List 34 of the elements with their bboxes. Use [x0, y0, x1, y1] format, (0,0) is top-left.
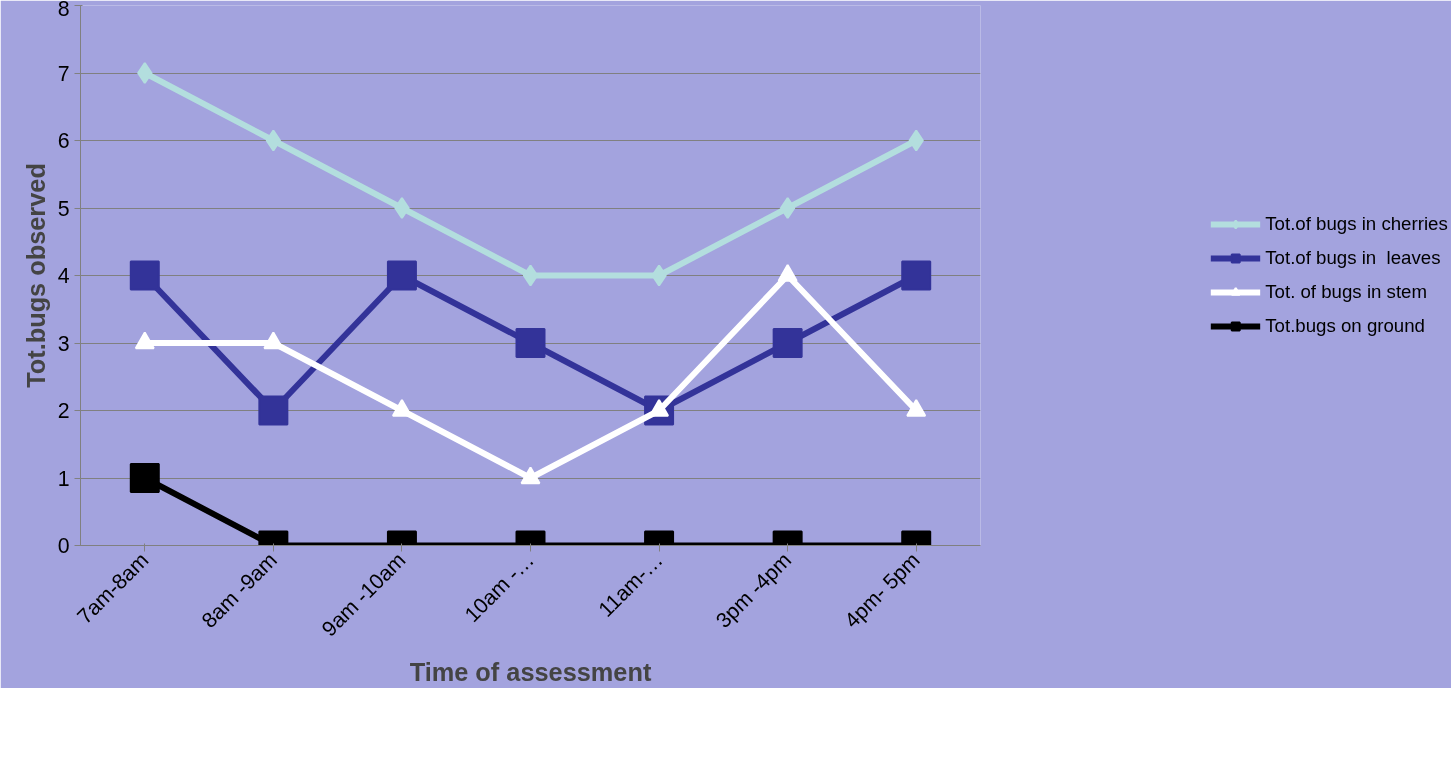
- legend-label: Tot. of bugs in stem: [1265, 281, 1428, 303]
- point: [779, 197, 796, 219]
- y-tick-label: 8: [57, 0, 70, 21]
- y-tick-label: 2: [57, 399, 70, 423]
- point: [391, 399, 412, 417]
- y-tick-label: 3: [57, 331, 70, 356]
- y-tick-label: 7: [57, 61, 70, 86]
- x-tick-label: 4pm- 5pm: [839, 548, 925, 633]
- legend-label: Tot.bugs on ground: [1265, 315, 1425, 337]
- point: [137, 62, 153, 84]
- point: [258, 395, 289, 426]
- point: [129, 260, 160, 291]
- point: [134, 331, 155, 350]
- point: [772, 328, 803, 358]
- point: [906, 399, 927, 417]
- y-tick-label: 0: [57, 534, 70, 558]
- x-axis-title: Time of assessment: [409, 657, 652, 686]
- point: [386, 260, 417, 291]
- legend-label: Tot.of bugs in leaves: [1265, 247, 1441, 269]
- y-axis-title: Tot.bugs observed: [21, 163, 50, 388]
- y-tick-label: 5: [57, 196, 70, 221]
- point: [263, 331, 284, 350]
- point: [777, 264, 798, 282]
- legend-label: Tot.of bugs in cherries: [1265, 213, 1448, 235]
- point: [515, 328, 546, 358]
- y-tick-label: 4: [57, 264, 70, 288]
- point: [522, 264, 539, 287]
- point: [520, 466, 541, 485]
- point: [901, 260, 932, 291]
- point: [394, 197, 410, 219]
- y-tick-label: 1: [57, 466, 70, 491]
- point: [265, 129, 282, 152]
- y-tick-label: 6: [57, 129, 70, 153]
- point: [129, 463, 160, 493]
